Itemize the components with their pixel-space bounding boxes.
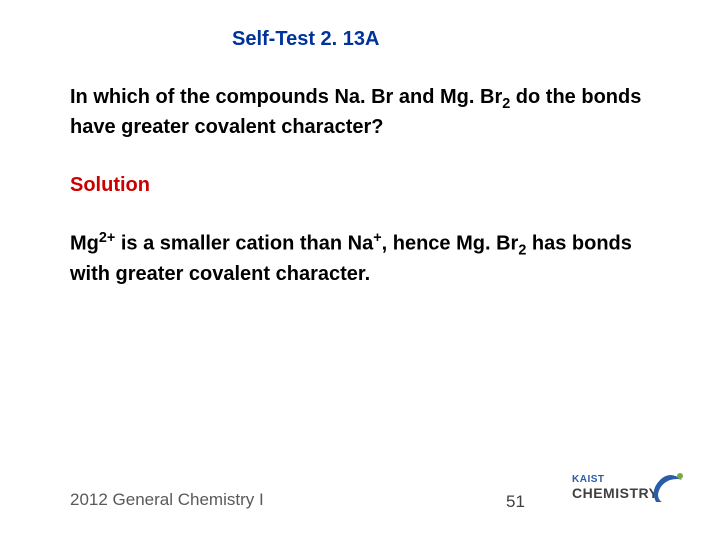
answer-p1-sup: 2+	[99, 230, 115, 246]
slide: Self-Test 2. 13A In which of the compoun…	[0, 0, 720, 540]
answer-p5: Mg. Br	[456, 233, 518, 255]
kaist-chemistry-logo: KAIST CHEMISTRY	[572, 474, 682, 514]
question-mid: and	[393, 86, 440, 108]
logo-swirl-icon	[648, 472, 688, 508]
answer-p1: Mg	[70, 233, 99, 255]
compound-nabr: Na. Br	[334, 86, 393, 108]
page-number: 51	[506, 492, 525, 512]
answer-text: Mg2+ is a smaller cation than Na+, hence…	[70, 229, 650, 288]
compound-mgbr2-base: Mg. Br	[440, 86, 502, 108]
footer-course: 2012 General Chemistry I	[70, 490, 264, 510]
answer-p3: Na	[348, 233, 374, 255]
question-prefix: In which of the compounds	[70, 86, 334, 108]
answer-p3-sup: +	[373, 230, 381, 246]
slide-title: Self-Test 2. 13A	[232, 28, 379, 51]
solution-label: Solution	[70, 174, 150, 197]
answer-p4: , hence	[382, 233, 456, 255]
answer-p2: is a smaller cation than	[115, 233, 347, 255]
question-text: In which of the compounds Na. Br and Mg.…	[70, 84, 650, 141]
